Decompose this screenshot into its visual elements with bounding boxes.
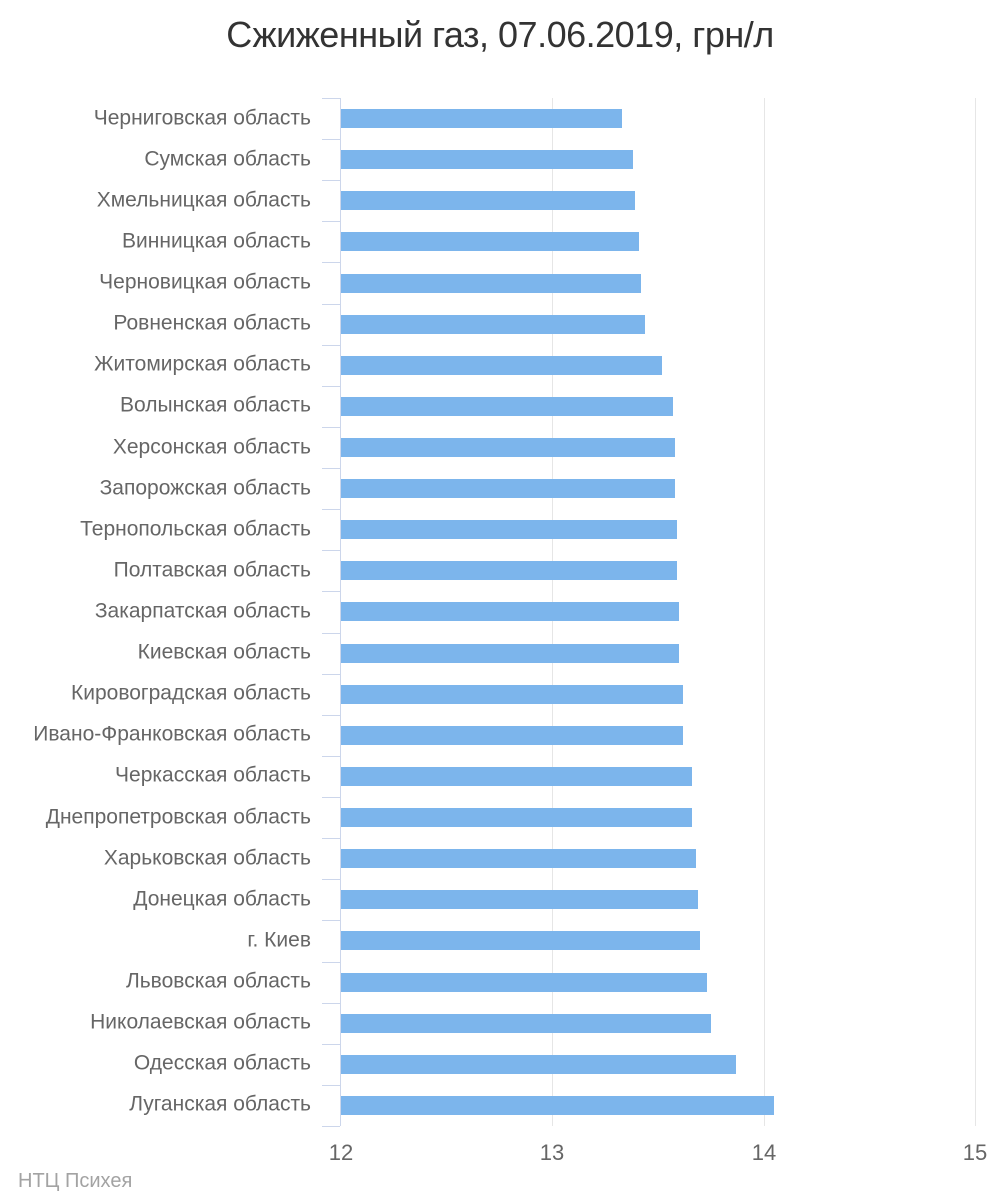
bar[interactable] <box>341 479 675 498</box>
category-label: Киевская область <box>137 640 311 664</box>
y-axis-tick <box>322 345 340 346</box>
category-label: Сумская область <box>144 147 311 171</box>
category-label: Житомирская область <box>94 352 311 376</box>
y-axis-line <box>340 98 341 1126</box>
category-label: Тернопольская область <box>80 517 311 541</box>
credits-label: НТЦ Психея <box>18 1170 133 1192</box>
category-label: Кировоградская область <box>71 681 311 705</box>
bar[interactable] <box>341 150 633 169</box>
category-label: Ивано-Франковская область <box>33 722 311 746</box>
bar[interactable] <box>341 767 692 786</box>
bar[interactable] <box>341 1055 736 1074</box>
bar[interactable] <box>341 931 700 950</box>
y-axis-tick <box>322 920 340 921</box>
bar[interactable] <box>341 1096 774 1115</box>
chart-title: Сжиженный газ, 07.06.2019, грн/л <box>226 14 774 55</box>
x-gridline <box>975 98 976 1126</box>
bar[interactable] <box>341 808 692 827</box>
y-axis-tick <box>322 1085 340 1086</box>
y-axis-tick <box>322 180 340 181</box>
y-axis-tick <box>322 715 340 716</box>
bar[interactable] <box>341 602 679 621</box>
x-axis-tick-label: 15 <box>962 1140 988 1165</box>
bar[interactable] <box>341 109 622 128</box>
x-gridline <box>764 98 765 1126</box>
bar[interactable] <box>341 438 675 457</box>
category-label: Харьковская область <box>103 846 311 870</box>
bar[interactable] <box>341 685 683 704</box>
bar[interactable] <box>341 973 707 992</box>
bar[interactable] <box>341 561 677 580</box>
y-axis-tick <box>322 797 340 798</box>
category-label: Винницкая область <box>122 229 311 253</box>
bar[interactable] <box>341 356 662 375</box>
y-axis-tick <box>322 139 340 140</box>
y-axis-tick <box>322 427 340 428</box>
bar[interactable] <box>341 191 635 210</box>
category-label: г. Киев <box>247 928 311 952</box>
category-label: Черкасская область <box>115 763 311 787</box>
y-axis-tick <box>322 98 340 99</box>
bar[interactable] <box>341 315 645 334</box>
category-label: Черниговская область <box>93 106 311 130</box>
bar[interactable] <box>341 1014 711 1033</box>
bar[interactable] <box>341 726 683 745</box>
category-label: Львовская область <box>125 969 311 993</box>
category-label: Волынская область <box>120 393 311 417</box>
category-label: Николаевская область <box>90 1010 311 1034</box>
y-axis-tick <box>322 1044 340 1045</box>
y-axis-tick <box>322 386 340 387</box>
category-label: Полтавская область <box>113 558 311 582</box>
y-axis-tick <box>322 509 340 510</box>
bar[interactable] <box>341 890 698 909</box>
category-label: Хмельницкая область <box>96 188 311 212</box>
category-label: Днепропетровская область <box>45 805 311 829</box>
y-axis-tick <box>322 1126 340 1127</box>
bar[interactable] <box>341 520 677 539</box>
y-axis-tick <box>322 674 340 675</box>
x-axis-tick-label: 13 <box>539 1140 565 1165</box>
y-axis-tick <box>322 221 340 222</box>
y-axis-tick <box>322 468 340 469</box>
y-axis-tick <box>322 1003 340 1004</box>
y-axis-tick <box>322 550 340 551</box>
bar[interactable] <box>341 849 696 868</box>
category-label: Донецкая область <box>133 887 311 911</box>
bar[interactable] <box>341 232 639 251</box>
y-axis-tick <box>322 756 340 757</box>
bar[interactable] <box>341 274 641 293</box>
x-axis-tick-label: 12 <box>328 1140 354 1165</box>
category-label: Луганская область <box>129 1092 311 1116</box>
y-axis-tick <box>322 879 340 880</box>
category-label: Одесская область <box>133 1051 311 1075</box>
x-axis-tick-label: 14 <box>751 1140 777 1165</box>
bar[interactable] <box>341 397 673 416</box>
y-axis-tick <box>322 304 340 305</box>
category-label: Запорожская область <box>99 476 311 500</box>
y-axis-tick <box>322 838 340 839</box>
category-label: Херсонская область <box>112 435 311 459</box>
y-axis-tick <box>322 262 340 263</box>
category-label: Ровненская область <box>113 311 311 335</box>
category-label: Черновицкая область <box>99 270 311 294</box>
category-label: Закарпатская область <box>94 599 311 623</box>
y-axis-tick <box>322 591 340 592</box>
y-axis-tick <box>322 962 340 963</box>
bar[interactable] <box>341 644 679 663</box>
y-axis-tick <box>322 633 340 634</box>
